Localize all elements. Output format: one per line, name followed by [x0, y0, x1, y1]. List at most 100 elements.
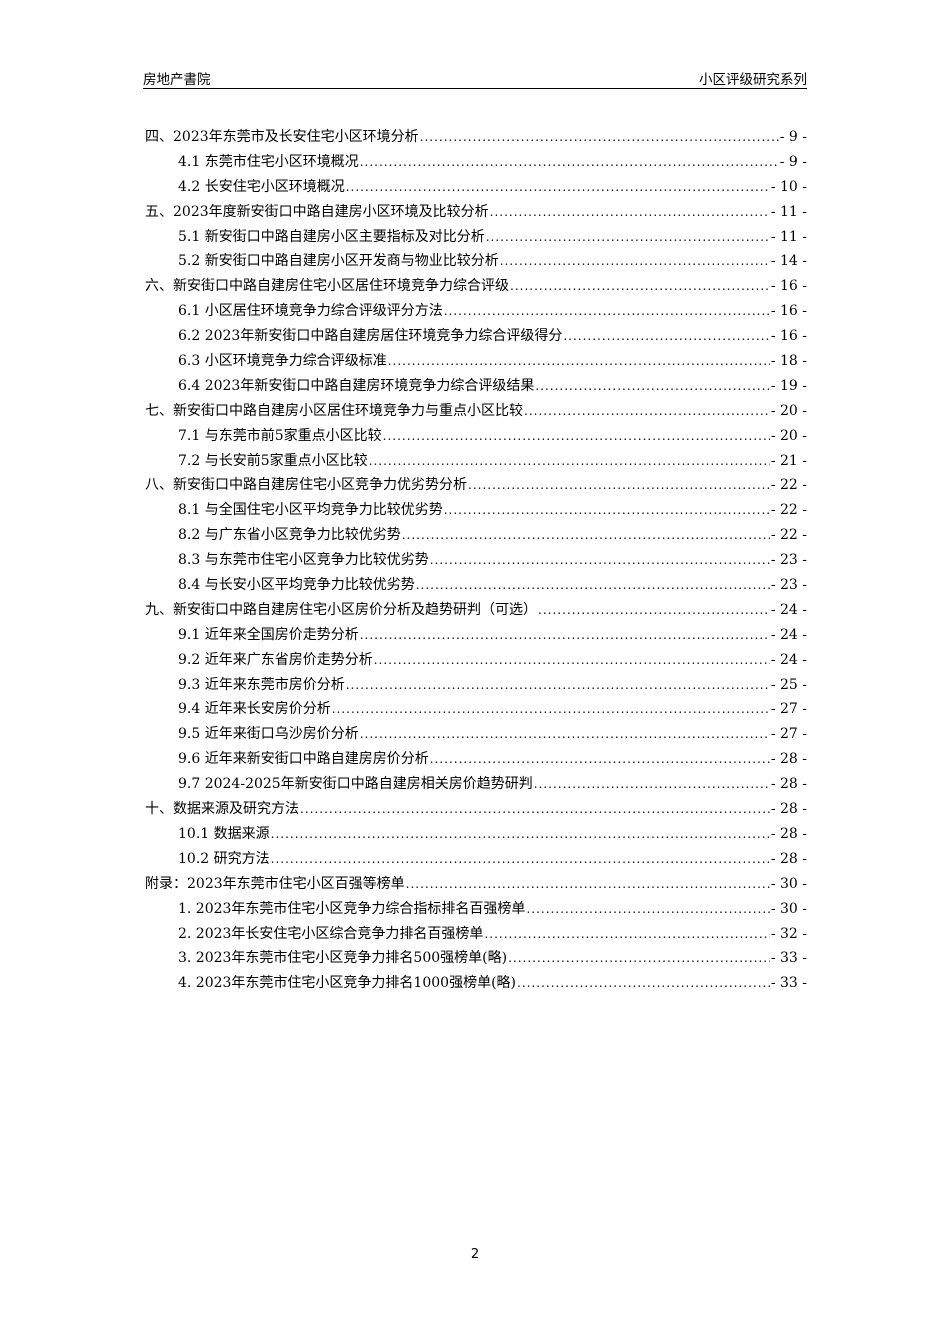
toc-entry-title: 6.4 2023年新安街口中路自建房环境竞争力综合评级结果 — [178, 377, 535, 394]
toc-entry[interactable]: 1. 2023年东莞市住宅小区竞争力综合指标排名百强榜单 - 30 - — [145, 898, 807, 923]
dot-leader — [500, 254, 770, 268]
toc-entry-page: - 32 - — [770, 925, 807, 942]
toc-entry[interactable]: 4. 2023年东莞市住宅小区竞争力排名1000强榜单(略) - 33 - — [145, 972, 807, 997]
toc-entry-title: 七、新安街口中路自建房小区居住环境竞争力与重点小区比较 — [145, 402, 523, 419]
dot-leader — [486, 230, 770, 244]
dot-leader — [300, 802, 770, 816]
toc-entry[interactable]: 3. 2023年东莞市住宅小区竞争力排名500强榜单(略) - 33 - — [145, 947, 807, 972]
toc-entry-page: - 23 - — [770, 577, 807, 594]
dot-leader — [271, 852, 770, 866]
toc-entry[interactable]: 6.1 小区居住环境竞争力综合评级评分方法 - 16 - — [145, 300, 807, 325]
dot-leader — [444, 503, 770, 517]
dot-leader — [360, 628, 770, 642]
toc-entry[interactable]: 7.1 与东莞市前5家重点小区比较 - 20 - — [145, 425, 807, 450]
toc-entry[interactable]: 附录：2023年东莞市住宅小区百强等榜单 - 30 - — [145, 873, 807, 898]
page-number: 2 — [470, 1247, 480, 1262]
toc-entry[interactable]: 6.4 2023年新安街口中路自建房环境竞争力综合评级结果 - 19 - — [145, 375, 807, 400]
dot-leader — [360, 155, 779, 169]
dot-leader — [388, 354, 770, 368]
toc-entry[interactable]: 四、2023年东莞市及长安住宅小区环境分析 - 9 - — [145, 126, 807, 151]
toc-entry-title: 8.4 与长安小区平均竞争力比较优劣势 — [178, 577, 415, 594]
toc-entry-title: 5.2 新安街口中路自建房小区开发商与物业比较分析 — [178, 253, 499, 270]
toc-entry-title: 9.7 2024-2025年新安街口中路自建房相关房价趋势研判 — [178, 776, 533, 793]
toc-entry-title: 10.2 研究方法 — [178, 850, 270, 867]
toc-entry-page: - 21 - — [770, 452, 807, 469]
toc-entry-page: - 24 - — [770, 651, 807, 668]
dot-leader — [430, 752, 770, 766]
toc-entry-page: - 27 - — [770, 701, 807, 718]
toc-entry-page: - 11 - — [770, 228, 807, 245]
toc-entry-title: 8.2 与广东省小区竞争力比较优劣势 — [178, 527, 401, 544]
toc-entry[interactable]: 9.6 近年来新安街口中路自建房房价分析 - 28 - — [145, 748, 807, 773]
dot-leader — [517, 976, 770, 990]
dot-leader — [346, 678, 770, 692]
dot-leader — [360, 727, 770, 741]
toc-entry-title: 4.2 长安住宅小区环境概况 — [178, 178, 345, 195]
header-series: 小区评级研究系列 — [699, 72, 807, 88]
dot-leader — [402, 528, 770, 542]
toc-entry-title: 9.3 近年来东莞市房价分析 — [178, 676, 345, 693]
toc-entry[interactable]: 9.7 2024-2025年新安街口中路自建房相关房价趋势研判 - 28 - — [145, 773, 807, 798]
toc-entry[interactable]: 9.1 近年来全国房价走势分析 - 24 - — [145, 624, 807, 649]
dot-leader — [484, 927, 769, 941]
toc-entry[interactable]: 6.2 2023年新安街口中路自建房居住环境竞争力综合评级得分 - 16 - — [145, 325, 807, 350]
toc-entry[interactable]: 5.2 新安街口中路自建房小区开发商与物业比较分析 - 14 - — [145, 250, 807, 275]
toc-entry-page: - 33 - — [770, 975, 807, 992]
toc-entry[interactable]: 九、新安街口中路自建房住宅小区房价分析及趋势研判（可选） - 24 - — [145, 599, 807, 624]
toc-entry-title: 4. 2023年东莞市住宅小区竞争力排名1000强榜单(略) — [178, 975, 516, 992]
toc-entry[interactable]: 五、2023年度新安街口中路自建房小区环境及比较分析 - 11 - — [145, 201, 807, 226]
toc-entry[interactable]: 9.3 近年来东莞市房价分析 - 25 - — [145, 674, 807, 699]
toc-entry[interactable]: 十、数据来源及研究方法 - 28 - — [145, 798, 807, 823]
toc-entry[interactable]: 4.1 东莞市住宅小区环境概况 - 9 - — [145, 151, 807, 176]
toc-entry[interactable]: 7.2 与长安前5家重点小区比较 - 21 - — [145, 450, 807, 475]
toc-entry-page: - 27 - — [770, 726, 807, 743]
toc-entry-title: 7.2 与长安前5家重点小区比较 — [178, 452, 368, 469]
toc-entry[interactable]: 6.3 小区环境竞争力综合评级标准 - 18 - — [145, 350, 807, 375]
dot-leader — [420, 130, 779, 144]
toc-entry-title: 9.6 近年来新安街口中路自建房房价分析 — [178, 751, 429, 768]
toc-entry-page: - 19 - — [770, 377, 807, 394]
toc-entry[interactable]: 9.4 近年来长安房价分析 - 27 - — [145, 698, 807, 723]
dot-leader — [346, 180, 770, 194]
toc-entry-title: 5.1 新安街口中路自建房小区主要指标及对比分析 — [178, 228, 485, 245]
toc-entry[interactable]: 2. 2023年长安住宅小区综合竞争力排名百强榜单 - 32 - — [145, 923, 807, 948]
toc-entry-title: 3. 2023年东莞市住宅小区竞争力排名500强榜单(略) — [178, 950, 508, 967]
dot-leader — [535, 379, 769, 393]
toc-entry-page: - 16 - — [770, 278, 807, 295]
toc-entry-title: 十、数据来源及研究方法 — [145, 801, 299, 818]
toc-entry[interactable]: 9.5 近年来街口乌沙房价分析 - 27 - — [145, 723, 807, 748]
toc-entry-title: 9.5 近年来街口乌沙房价分析 — [178, 726, 359, 743]
dot-leader — [271, 827, 770, 841]
toc-entry-title: 9.4 近年来长安房价分析 — [178, 701, 331, 718]
dot-leader — [383, 429, 770, 443]
toc-entry-page: - 14 - — [770, 253, 807, 270]
toc-entry[interactable]: 8.4 与长安小区平均竞争力比较优劣势 - 23 - — [145, 574, 807, 599]
toc-entry-page: - 20 - — [770, 427, 807, 444]
toc-entry-page: - 10 - — [770, 178, 807, 195]
toc-entry[interactable]: 8.1 与全国住宅小区平均竞争力比较优劣势 - 22 - — [145, 499, 807, 524]
toc-entry[interactable]: 8.2 与广东省小区竞争力比较优劣势 - 22 - — [145, 524, 807, 549]
toc-entry[interactable]: 八、新安街口中路自建房住宅小区竞争力优劣势分析 - 22 - — [145, 474, 807, 499]
dot-leader — [563, 329, 769, 343]
toc-entry[interactable]: 10.2 研究方法 - 28 - — [145, 848, 807, 873]
toc-entry-page: - 16 - — [770, 328, 807, 345]
dot-leader — [538, 603, 770, 617]
toc-entry-page: - 28 - — [770, 801, 807, 818]
toc-entry[interactable]: 8.3 与东莞市住宅小区竞争力比较优劣势 - 23 - — [145, 549, 807, 574]
dot-leader — [468, 478, 770, 492]
toc-entry[interactable]: 六、新安街口中路自建房住宅小区居住环境竞争力综合评级 - 16 - — [145, 275, 807, 300]
toc-entry[interactable]: 七、新安街口中路自建房小区居住环境竞争力与重点小区比较 - 20 - — [145, 400, 807, 425]
toc-entry-title: 6.3 小区环境竞争力综合评级标准 — [178, 353, 387, 370]
dot-leader — [374, 653, 770, 667]
toc-entry-page: - 28 - — [770, 776, 807, 793]
toc-entry[interactable]: 4.2 长安住宅小区环境概况 - 10 - — [145, 176, 807, 201]
toc-entry-title: 6.1 小区居住环境竞争力综合评级评分方法 — [178, 303, 443, 320]
toc-entry-page: - 28 - — [770, 751, 807, 768]
dot-leader — [369, 454, 770, 468]
dot-leader — [444, 304, 770, 318]
toc-entry[interactable]: 10.1 数据来源 - 28 - — [145, 823, 807, 848]
toc-entry[interactable]: 9.2 近年来广东省房价走势分析 - 24 - — [145, 649, 807, 674]
toc-entry-title: 8.1 与全国住宅小区平均竞争力比较优劣势 — [178, 502, 443, 519]
toc-entry-page: - 23 - — [770, 552, 807, 569]
toc-entry[interactable]: 5.1 新安街口中路自建房小区主要指标及对比分析 - 11 - — [145, 226, 807, 251]
